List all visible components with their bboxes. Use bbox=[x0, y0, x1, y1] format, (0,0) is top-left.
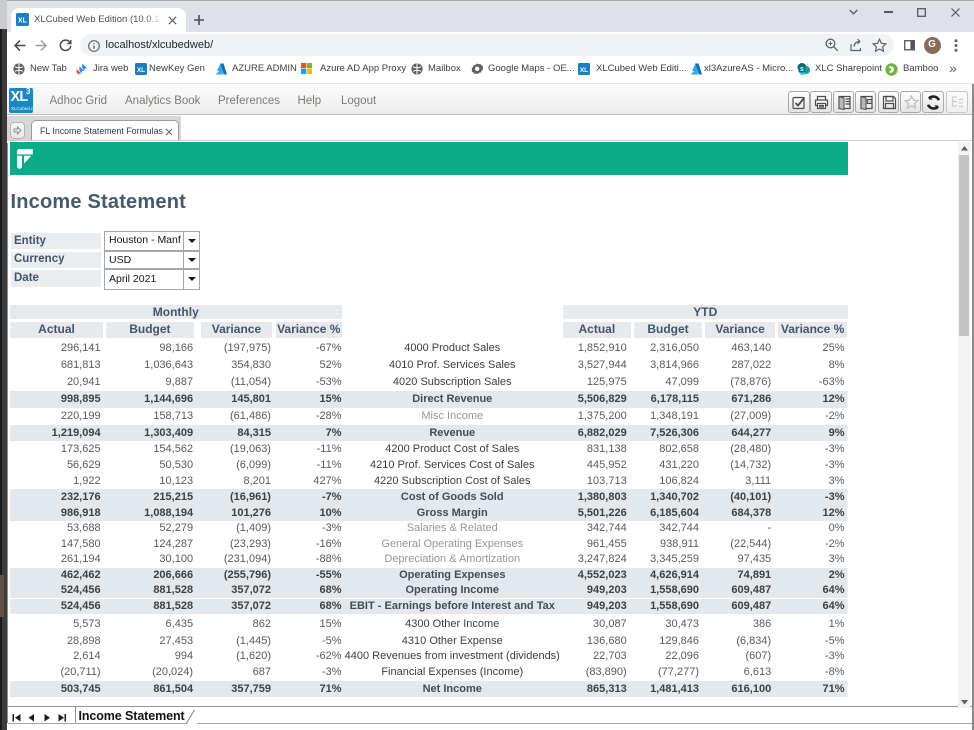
svg-text:XL: XL bbox=[137, 66, 145, 73]
svg-text:S: S bbox=[800, 67, 804, 73]
svg-text:XL: XL bbox=[580, 66, 588, 73]
svg-text:XL: XL bbox=[18, 18, 28, 25]
